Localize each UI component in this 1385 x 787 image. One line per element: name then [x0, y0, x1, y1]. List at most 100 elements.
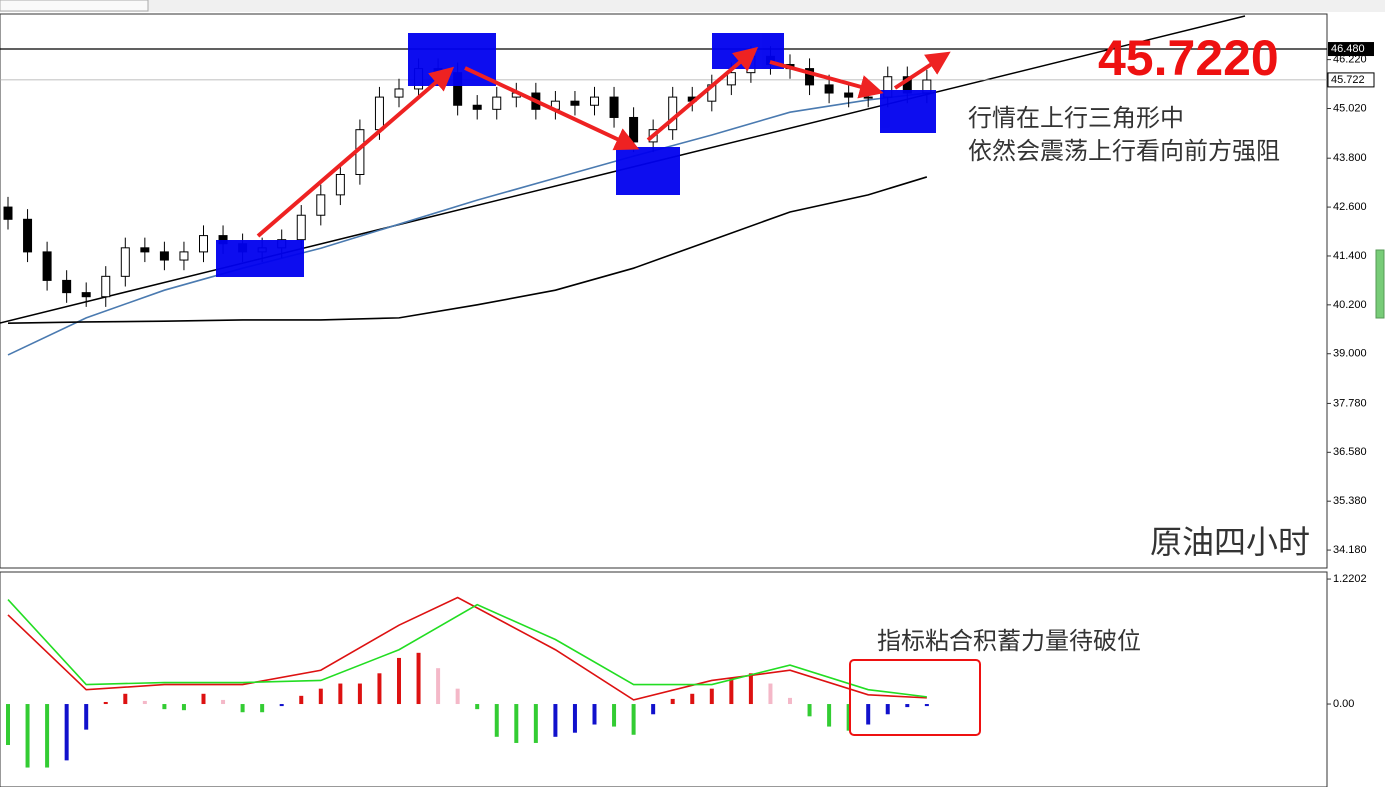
candle-body [42, 251, 52, 281]
macd-bar [494, 704, 499, 737]
y-tick-label: 1.2202 [1333, 573, 1367, 585]
candle-body [668, 96, 678, 131]
resistance-label: 46.480 [1331, 43, 1365, 55]
y-tick-label: 46.220 [1333, 54, 1367, 66]
candle-body [863, 96, 873, 99]
candle-body [3, 206, 13, 220]
macd-bar [6, 704, 10, 746]
macd-bar [103, 701, 108, 705]
macd-bar [572, 704, 577, 733]
macd-bar [748, 673, 753, 705]
scrollbar[interactable] [1375, 249, 1385, 319]
macd-bar [553, 704, 558, 737]
macd-bar [905, 704, 910, 708]
zone [880, 90, 936, 133]
candle-body [726, 72, 736, 86]
macd-bar [338, 683, 343, 705]
arrow [256, 66, 455, 238]
note: 行情在上行三角形中 [968, 104, 1184, 132]
y-tick-label: 37.780 [1333, 397, 1367, 409]
macd-panel [0, 571, 1328, 787]
macd-bar [45, 704, 50, 768]
candle-body [316, 194, 326, 216]
macd-bar [807, 704, 812, 717]
macd-bar [240, 704, 245, 713]
macd-bar [846, 704, 851, 731]
macd-bar [866, 704, 871, 725]
y-tick-label: 45.020 [1333, 102, 1367, 114]
candle-body [199, 235, 208, 253]
price-box [1327, 72, 1375, 88]
chart-title: 原油四小时 [1150, 523, 1310, 561]
macd-bar [533, 704, 538, 743]
macd-bar [455, 688, 460, 705]
line-series [7, 599, 927, 698]
macd-bar [279, 704, 284, 707]
macd-bar [768, 683, 773, 705]
highlight-box [849, 659, 981, 736]
macd-bar [788, 697, 792, 705]
macd-bar [592, 704, 597, 725]
candle-body [824, 84, 834, 94]
candle-body [23, 218, 33, 253]
current-price-label: 45.722 [1331, 74, 1365, 86]
arrow [893, 51, 951, 90]
macd-bar [123, 693, 128, 705]
price-banner: 45.7220 [1098, 30, 1279, 86]
macd-bar [729, 678, 734, 705]
candle-body [609, 96, 619, 118]
candle-body [570, 100, 580, 106]
y-tick-label: 40.200 [1333, 299, 1367, 311]
arrow [646, 46, 759, 142]
line-series [7, 92, 927, 356]
candle-body [335, 173, 345, 196]
y-tick-label: 35.380 [1333, 495, 1367, 507]
note: 依然会震荡上行看向前方强阻 [968, 137, 1280, 165]
line-series [7, 596, 927, 701]
y-tick-label: 41.400 [1333, 250, 1367, 262]
macd-bar [827, 704, 832, 727]
line-series [7, 176, 928, 324]
price-panel [0, 13, 1328, 569]
candle-body [805, 68, 815, 86]
candle-body [472, 104, 482, 110]
tab[interactable] [0, 0, 149, 12]
candle-body [844, 92, 854, 98]
y-tick-label: 0.00 [1333, 698, 1354, 710]
indicator-note: 指标粘合积蓄力量待破位 [877, 627, 1141, 655]
macd-bar [397, 657, 401, 705]
macd-bar [318, 688, 323, 705]
candle-body [120, 247, 130, 277]
macd-bar [260, 704, 265, 713]
macd-bar [416, 652, 421, 705]
candle-body [394, 88, 404, 98]
arrows [256, 46, 951, 238]
macd-bar [651, 704, 656, 715]
zone [216, 240, 304, 277]
candle-body [81, 292, 91, 298]
macd-bar [181, 704, 186, 711]
price-box [1328, 42, 1374, 57]
macd-bar [709, 688, 714, 705]
zone [616, 147, 680, 195]
macd-bar [670, 698, 675, 705]
macd-bar [924, 704, 929, 707]
zones [216, 33, 936, 277]
y-tick-label: 43.800 [1333, 152, 1367, 164]
y-tick-label: 36.580 [1333, 446, 1367, 458]
arrow [464, 66, 640, 151]
candle-body [374, 96, 384, 131]
macd-bar [514, 704, 519, 743]
macd-bar [612, 704, 617, 727]
macd-bar [142, 700, 147, 705]
candle-body [629, 116, 639, 143]
macd-bar [475, 704, 480, 710]
y-tick-label: 34.180 [1333, 544, 1367, 556]
macd-bar [299, 695, 304, 705]
candle-body [101, 275, 111, 298]
macd-bar [25, 704, 30, 768]
macd-bar [64, 704, 69, 761]
macd-bar [162, 704, 167, 710]
